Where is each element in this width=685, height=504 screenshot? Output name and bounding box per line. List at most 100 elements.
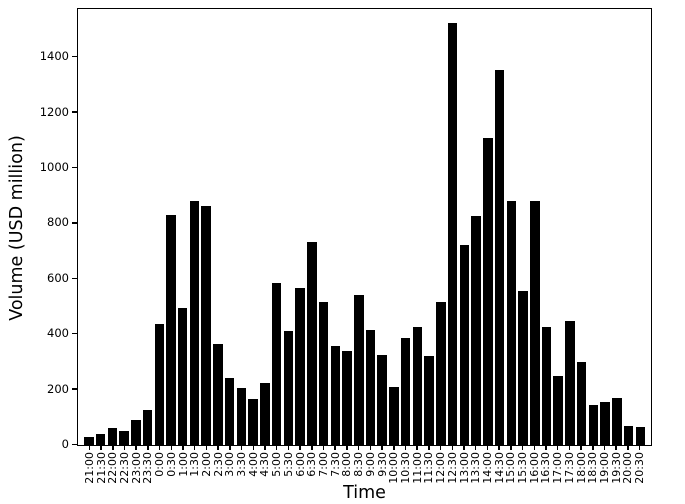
bar-slot	[106, 9, 118, 445]
bar-18:30	[588, 404, 599, 445]
bar-12:30	[447, 22, 458, 445]
bar-slot	[165, 9, 177, 445]
x-tick-mark	[311, 446, 313, 450]
bar-3:30	[236, 388, 247, 445]
x-tick-mark	[240, 446, 243, 450]
bar-13:30	[471, 215, 481, 445]
x-tick-mark	[615, 446, 617, 450]
bar-slot	[599, 9, 611, 445]
x-tick-mark	[229, 446, 231, 450]
bar-slot	[494, 9, 506, 445]
bar-slot	[294, 9, 306, 445]
x-tick-mark	[322, 446, 325, 450]
x-tick-mark	[545, 446, 547, 450]
y-tick-mark	[72, 443, 77, 446]
x-tick-mark	[112, 446, 114, 450]
bar-18:00	[576, 361, 587, 445]
bar-slot	[224, 9, 236, 445]
x-tick-mark	[428, 446, 430, 450]
bar-13:00	[459, 245, 470, 445]
x-tick-label: 2:00	[199, 452, 213, 477]
bar-1:00	[177, 307, 188, 445]
y-tick-label: 600	[47, 270, 69, 285]
bar-23:30	[142, 410, 153, 445]
bar-slot	[259, 9, 271, 445]
bar-slot	[552, 9, 564, 445]
bar-9:00	[365, 329, 376, 445]
bar-15:00	[506, 200, 517, 445]
x-tick-mark	[463, 446, 465, 450]
x-tick-mark	[369, 446, 372, 450]
x-tick-mark	[88, 446, 91, 450]
x-tick-label: 14:00	[480, 452, 494, 484]
y-tick-mark	[72, 388, 77, 390]
bar-19:00	[600, 401, 610, 445]
bar-slot	[459, 9, 471, 445]
bar-slot	[200, 9, 212, 445]
x-tick-mark	[170, 446, 173, 450]
x-tick-mark	[252, 446, 255, 450]
bar-21:00	[84, 436, 94, 445]
bar-slot	[142, 9, 154, 445]
x-tick-mark	[264, 446, 266, 450]
x-tick-mark	[299, 446, 301, 450]
x-tick-mark	[381, 446, 383, 450]
bar-slot	[212, 9, 224, 445]
x-tick-mark	[627, 446, 629, 450]
bar-10:00	[389, 386, 399, 445]
x-tick-mark	[510, 446, 512, 450]
bar-2:00	[201, 206, 211, 445]
y-tick-label: 200	[47, 381, 69, 396]
x-tick-mark	[193, 446, 196, 450]
bar-slot	[365, 9, 377, 445]
x-tick-mark	[158, 446, 161, 450]
y-tick-mark	[72, 332, 77, 335]
bar-slot	[271, 9, 283, 445]
bar-slot	[588, 9, 600, 445]
bar-0:30	[166, 214, 176, 445]
bar-17:00	[553, 375, 563, 445]
bar-0:00	[154, 324, 165, 445]
bar-slot	[400, 9, 412, 445]
y-tick-label: 0	[61, 437, 69, 451]
x-tick-mark	[498, 446, 500, 450]
bar-8:00	[342, 350, 352, 445]
bar-slot	[318, 9, 330, 445]
bar-slot	[306, 9, 318, 445]
bar-slot	[482, 9, 494, 445]
bar-20:00	[623, 425, 634, 445]
bar-slot	[611, 9, 623, 445]
bar-slot	[388, 9, 400, 445]
bar-slot	[623, 9, 635, 445]
bar-10:30	[400, 338, 411, 445]
x-tick-mark	[100, 446, 102, 450]
y-tick-label: 1400	[39, 49, 69, 64]
x-tick-mark	[638, 446, 641, 450]
bar-slot	[353, 9, 365, 445]
x-tick-mark	[393, 446, 395, 450]
y-tick-label: 1200	[39, 104, 69, 119]
x-tick-mark	[135, 446, 137, 450]
bar-slot	[247, 9, 259, 445]
bar-22:00	[107, 428, 118, 445]
x-tick-mark	[416, 446, 418, 450]
bar-slot	[423, 9, 435, 445]
bar-16:00	[530, 200, 540, 445]
y-tick-mark	[72, 277, 77, 279]
bar-8:30	[354, 295, 364, 445]
y-tick-label: 400	[47, 326, 69, 341]
bar-slot	[376, 9, 388, 445]
x-tick-label: 17:30	[562, 452, 576, 484]
bar-2:30	[213, 343, 223, 445]
bar-slot	[341, 9, 353, 445]
bar-slot	[435, 9, 447, 445]
x-tick-mark	[404, 446, 407, 450]
x-tick-mark	[346, 446, 348, 450]
bar-23:00	[131, 420, 141, 445]
bar-slot	[470, 9, 482, 445]
bar-11:30	[424, 356, 434, 445]
x-tick-mark	[147, 446, 149, 450]
bar-slot	[517, 9, 529, 445]
bar-14:00	[483, 138, 493, 445]
